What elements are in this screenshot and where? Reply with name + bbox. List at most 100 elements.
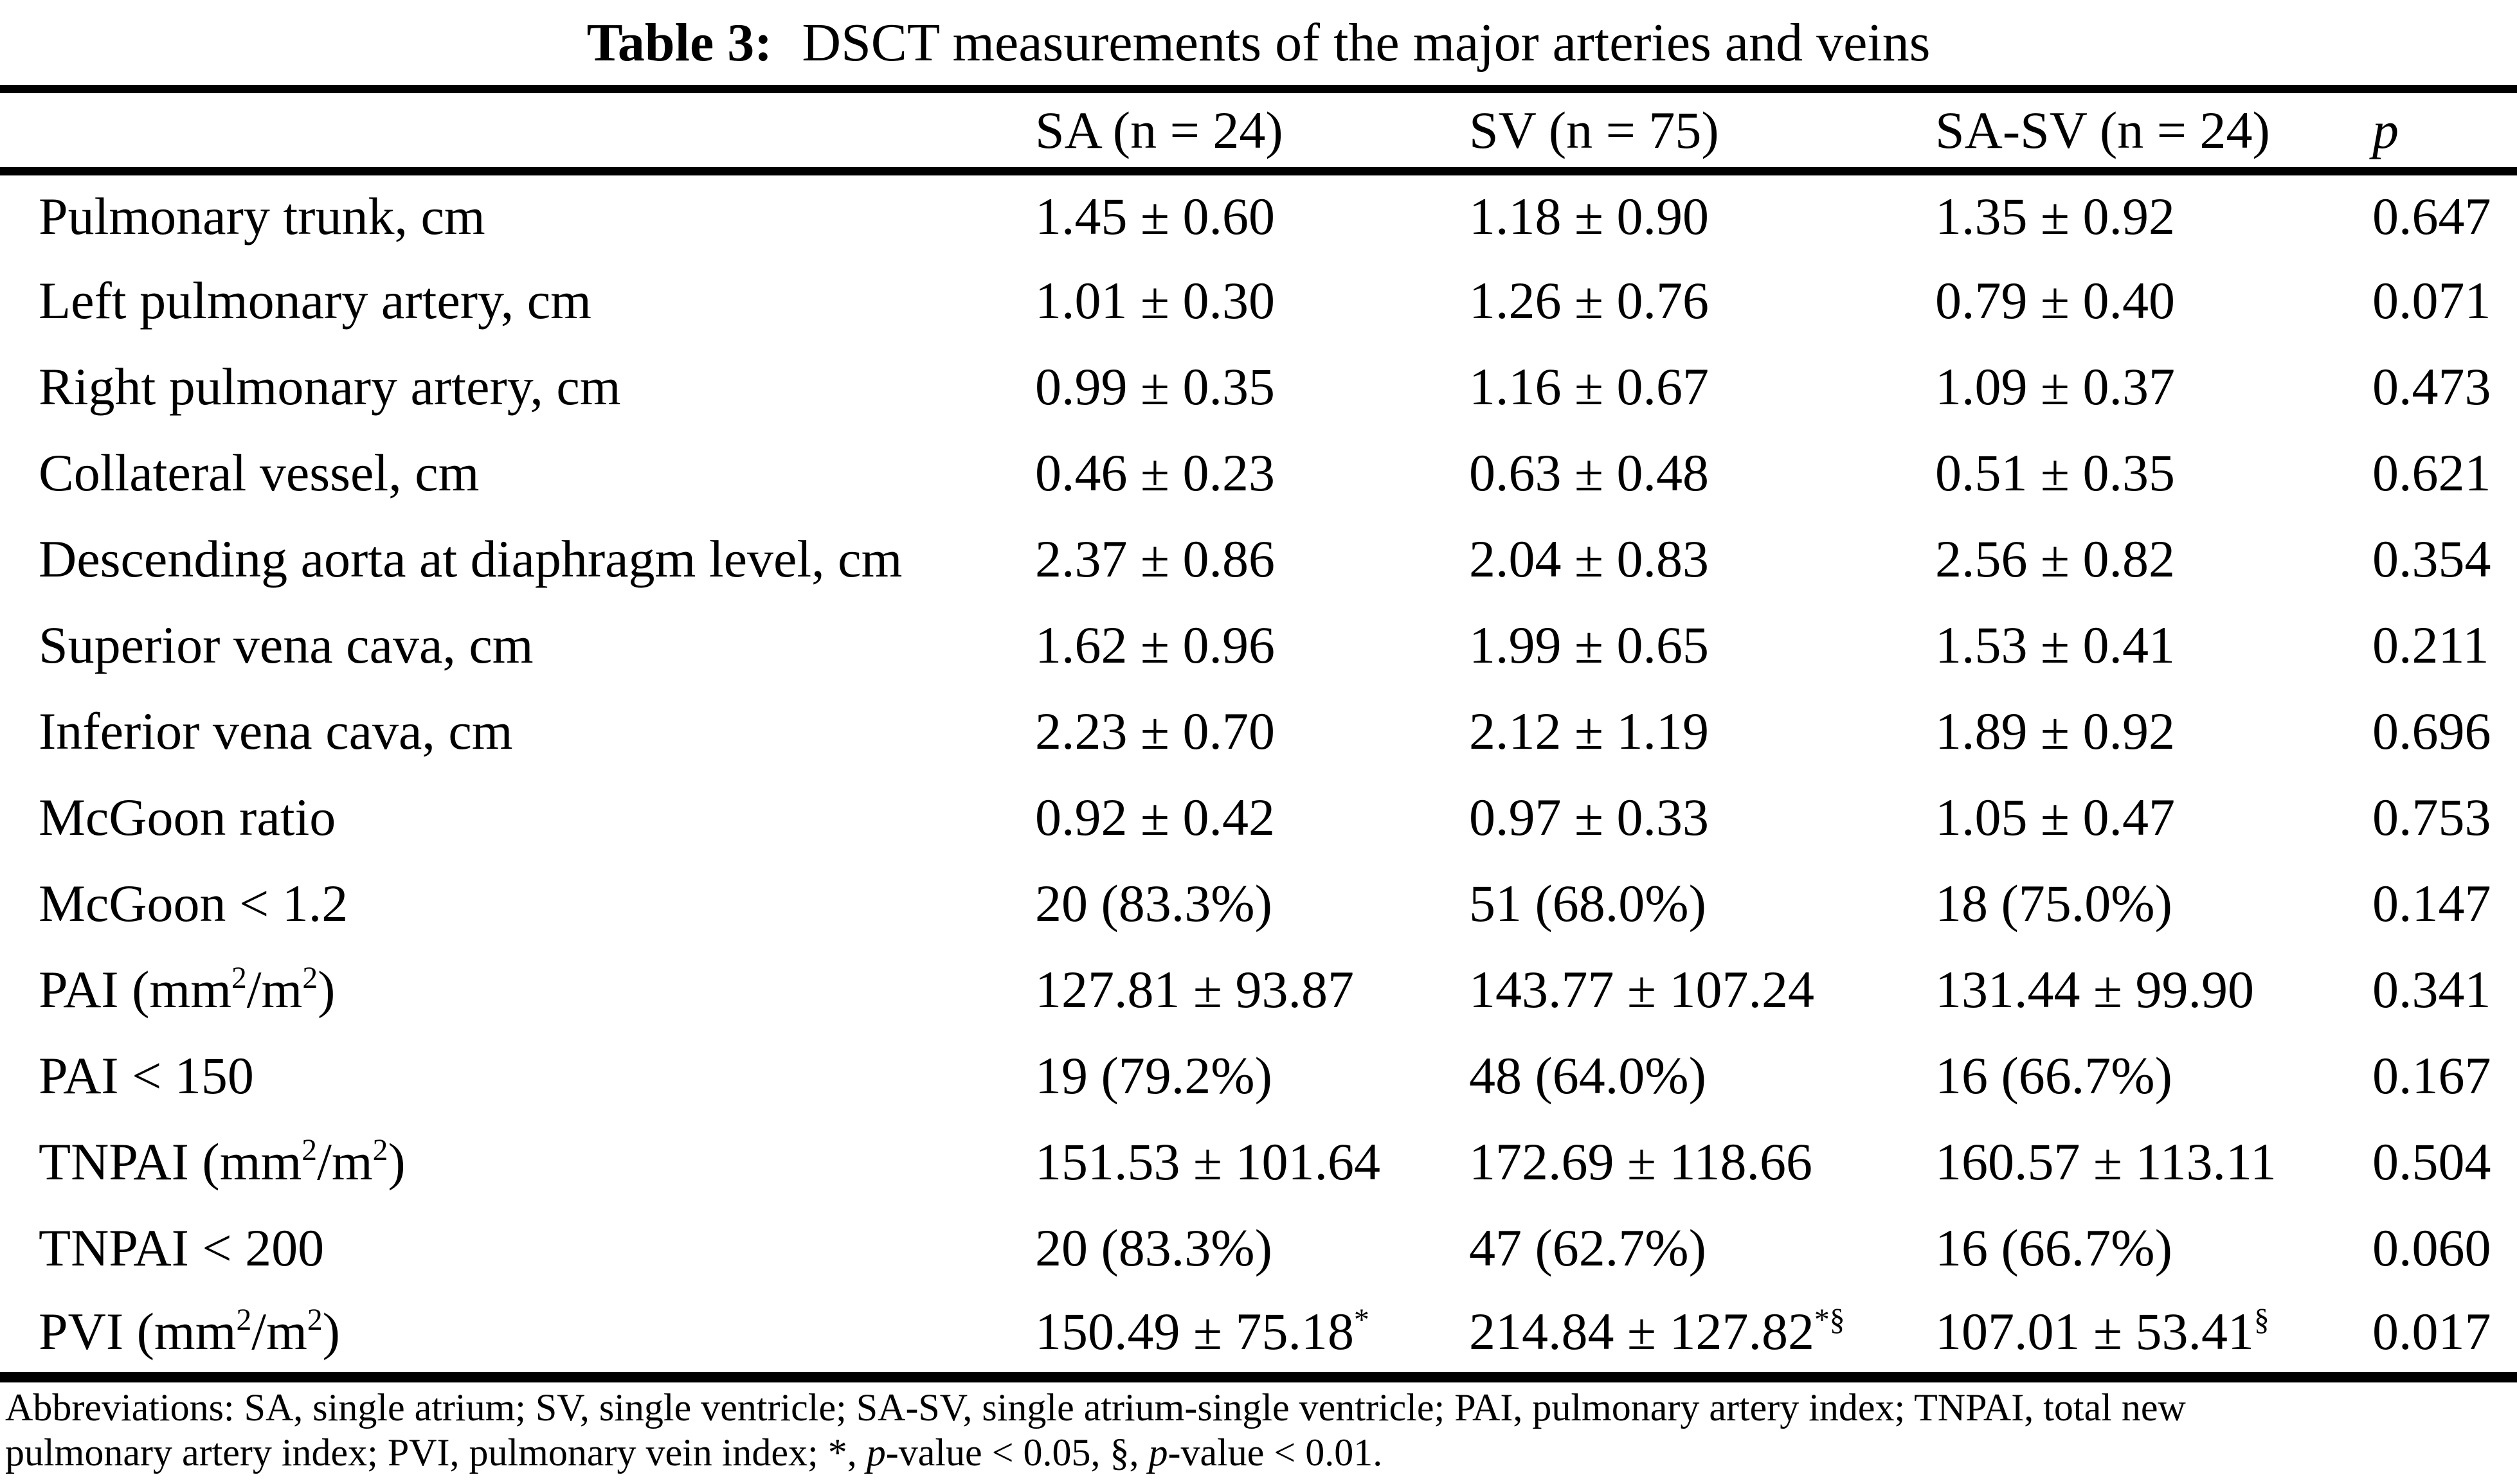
header-sa: SA (n = 24) [1035,89,1469,175]
cell-sa-sv: 1.35 ± 0.92 [1935,186,2176,246]
cell-p-value: 0.473 [2372,357,2491,416]
table-row: PVI (mm2/m2) 150.49 ± 75.18* 214.84 ± 127.… [0,1291,2517,1377]
row-label: Descending aorta at diaphragm level, cm [39,529,903,588]
cell-p-value: 0.341 [2372,960,2491,1019]
cell-sa: 0.99 ± 0.35 [1035,357,1276,416]
cell-sa: 1.62 ± 0.96 [1035,615,1276,674]
measurements-table: SA (n = 24) SV (n = 75) SA-SV (n = 24) p… [0,85,2517,1382]
footnote-line-2: pulmonary artery index; PVI, pulmonary v… [5,1430,2517,1475]
table-caption: DSCT measurements of the major arteries … [802,12,1931,73]
row-label: McGoon ratio [39,787,336,846]
cell-sa-sv: 0.79 ± 0.40 [1935,271,2176,330]
header-p-value: p [2372,89,2517,175]
cell-p-value: 0.504 [2372,1132,2491,1191]
cell-sa-sv: 18 (75.0%) [1935,873,2172,933]
superscript-marker: 2 [231,961,247,996]
superscript-marker: 2 [372,1134,388,1168]
cell-sv: 1.26 ± 0.76 [1469,271,1710,330]
cell-sv: 51 (68.0%) [1469,873,1706,933]
superscript-marker: 2 [307,1303,323,1337]
cell-sa: 150.49 ± 75.18* [1035,1301,1369,1361]
cell-sa-sv: 1.53 ± 0.41 [1935,615,2176,674]
table-row: Left pulmonary artery, cm 1.01 ± 0.30 1.26… [0,258,2517,344]
cell-sa: 19 (79.2%) [1035,1046,1272,1105]
cell-p-value: 0.647 [2372,186,2491,246]
header-sa-sv: SA-SV (n = 24) [1935,89,2372,175]
cell-sv: 1.16 ± 0.67 [1469,357,1710,416]
row-label: Superior vena cava, cm [39,615,534,674]
row-label: Inferior vena cava, cm [39,701,513,760]
cell-p-value: 0.167 [2372,1046,2491,1105]
footnote-text: -value < 0.05, §, [885,1431,1149,1474]
cell-sv: 1.18 ± 0.90 [1469,186,1710,246]
row-label: McGoon < 1.2 [39,873,348,933]
superscript-marker: 2 [302,1134,318,1168]
superscript-marker: * [1354,1303,1369,1337]
table-row: Collateral vessel, cm 0.46 ± 0.23 0.63 ± 0… [0,430,2517,516]
superscript-marker: *§ [1814,1303,1845,1337]
cell-sa: 127.81 ± 93.87 [1035,960,1355,1019]
cell-sa: 0.92 ± 0.42 [1035,787,1276,846]
table-row: McGoon < 1.2 20 (83.3%) 51 (68.0%) 18 (75.0… [0,861,2517,947]
cell-sa-sv: 0.51 ± 0.35 [1935,443,2176,502]
superscript-marker: 2 [302,961,318,996]
cell-p-value: 0.017 [2372,1301,2491,1361]
row-label: TNPAI < 200 [39,1218,325,1277]
cell-sv: 143.77 ± 107.24 [1469,960,1815,1019]
cell-sa-sv: 1.09 ± 0.37 [1935,357,2176,416]
cell-p-value: 0.147 [2372,873,2491,933]
row-label: PAI (mm2/m2) [39,960,336,1019]
footnote-italic-p: p [1148,1431,1168,1474]
table-row: Pulmonary trunk, cm 1.45 ± 0.60 1.18 ± 0.9… [0,172,2517,258]
cell-sa-sv: 16 (66.7%) [1935,1046,2172,1105]
cell-sa-sv: 2.56 ± 0.82 [1935,529,2176,588]
cell-sa: 0.46 ± 0.23 [1035,443,1276,502]
cell-p-value: 0.060 [2372,1218,2491,1277]
cell-p-value: 0.696 [2372,701,2491,760]
superscript-marker: § [2254,1303,2269,1337]
cell-p-value: 0.211 [2372,615,2489,674]
cell-sv: 214.84 ± 127.82*§ [1469,1301,1845,1361]
cell-sv: 2.12 ± 1.19 [1469,701,1710,760]
cell-sa-sv: 16 (66.7%) [1935,1218,2172,1277]
cell-sa: 20 (83.3%) [1035,873,1272,933]
cell-sa-sv: 107.01 ± 53.41§ [1935,1301,2269,1361]
table-row: TNPAI < 200 20 (83.3%) 47 (62.7%) 16 (66.7%… [0,1205,2517,1291]
row-label: PAI < 150 [39,1046,254,1105]
cell-sa: 151.53 ± 101.64 [1035,1132,1381,1191]
cell-sa-sv: 1.89 ± 0.92 [1935,701,2176,760]
header-sv: SV (n = 75) [1469,89,1935,175]
row-label: Right pulmonary artery, cm [39,357,621,416]
table-number: Table 3: [586,12,773,73]
footnote-text: -value < 0.01. [1168,1431,1383,1474]
cell-sv: 172.69 ± 118.66 [1469,1132,1812,1191]
footnote-line-1: Abbreviations: SA, single atrium; SV, si… [5,1386,2186,1429]
row-label: Left pulmonary artery, cm [39,271,591,330]
table-title: Table 3: DSCT measurements of the major a… [0,0,2517,85]
cell-p-value: 0.753 [2372,787,2491,846]
cell-sa: 2.23 ± 0.70 [1035,701,1276,760]
table-body: Pulmonary trunk, cm 1.45 ± 0.60 1.18 ± 0.9… [0,172,2517,1377]
cell-sa-sv: 160.57 ± 113.11 [1935,1132,2277,1191]
cell-p-value: 0.621 [2372,443,2491,502]
row-label: Collateral vessel, cm [39,443,480,502]
cell-sa-sv: 131.44 ± 99.90 [1935,960,2255,1019]
table-row: Right pulmonary artery, cm 0.99 ± 0.35 1.1… [0,344,2517,430]
header-empty-cell [0,89,1035,175]
cell-p-value: 0.071 [2372,271,2491,330]
table-row: PAI (mm2/m2) 127.81 ± 93.87 143.77 ± 107.2… [0,947,2517,1033]
table-row: TNPAI (mm2/m2) 151.53 ± 101.64 172.69 ± 11… [0,1119,2517,1205]
cell-sv: 0.97 ± 0.33 [1469,787,1710,846]
table-row: Inferior vena cava, cm 2.23 ± 0.70 2.12 ± … [0,688,2517,774]
cell-sv: 0.63 ± 0.48 [1469,443,1710,502]
footnote: Abbreviations: SA, single atrium; SV, si… [0,1385,2517,1475]
cell-sv: 47 (62.7%) [1469,1218,1706,1277]
cell-sa: 20 (83.3%) [1035,1218,1272,1277]
superscript-marker: 2 [236,1303,252,1337]
cell-sv: 48 (64.0%) [1469,1046,1706,1105]
footnote-text: pulmonary artery index; PVI, pulmonary v… [5,1431,867,1474]
table-row: McGoon ratio 0.92 ± 0.42 0.97 ± 0.33 1.05 ±… [0,774,2517,861]
header-row: SA (n = 24) SV (n = 75) SA-SV (n = 24) p [0,89,2517,175]
cell-p-value: 0.354 [2372,529,2491,588]
